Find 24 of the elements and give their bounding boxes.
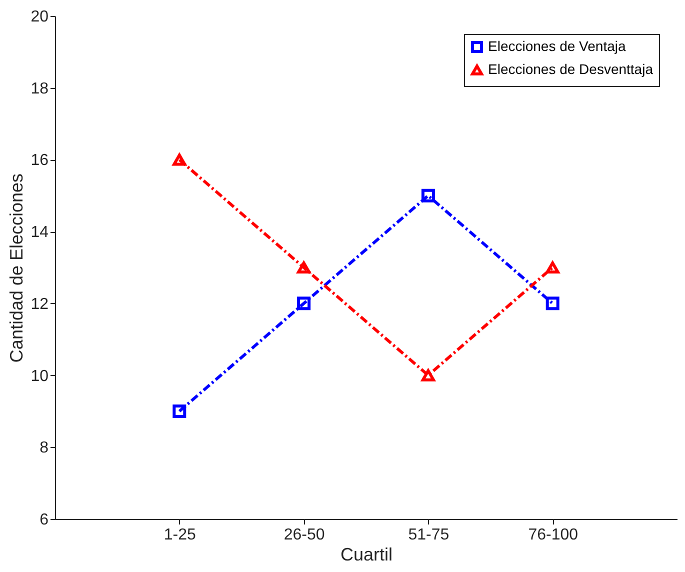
x-tick-label: 76-100	[528, 526, 578, 544]
point	[172, 404, 186, 418]
point	[297, 296, 311, 310]
y-tick-label: 20	[30, 8, 49, 26]
x-axis-title: Cuartil	[340, 544, 393, 564]
point	[421, 369, 435, 382]
point	[421, 188, 435, 202]
legend-label: Elecciones de Ventaja	[488, 38, 626, 54]
y-axis-title: Cantidad de Elecciones	[6, 173, 27, 363]
point	[297, 261, 311, 274]
y-tick-label: 14	[30, 224, 49, 242]
legend-label: Elecciones de Desventtaja	[488, 61, 654, 77]
y-tick-label: 6	[40, 512, 49, 528]
y-tick-label: 10	[30, 368, 49, 385]
x-tick-label: 1-25	[164, 526, 196, 544]
y-tick-label: 8	[40, 440, 49, 457]
point	[172, 154, 186, 166]
y-tick-label: 12	[30, 296, 49, 313]
x-tick-label: 26-50	[284, 526, 325, 544]
point	[546, 296, 560, 310]
point	[546, 261, 560, 274]
x-tick-label: 51-75	[408, 526, 450, 544]
y-tick-label: 16	[30, 152, 49, 170]
y-tick-label: 18	[30, 80, 49, 98]
